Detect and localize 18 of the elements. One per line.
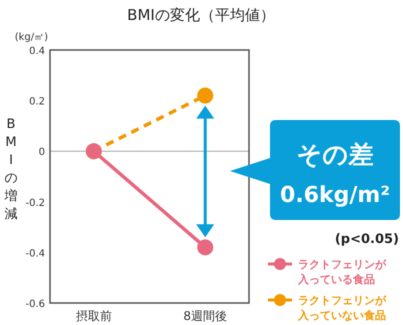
y-tick-label: 0 <box>38 147 45 158</box>
x-tick-label: 摂取前 <box>76 309 112 323</box>
text: その差 <box>296 140 374 169</box>
text: (kg/㎡) <box>14 32 48 43</box>
point <box>197 88 214 104</box>
point <box>197 239 214 256</box>
y-tick-label: -0.4 <box>25 248 45 260</box>
y-tick-label: 0.2 <box>29 96 45 108</box>
y-tick-label: -0.2 <box>25 198 45 209</box>
y-tick-label: -0.6 <box>25 299 45 310</box>
y-axis-title: BMIの増減 <box>4 117 18 222</box>
legend-label: ラクトフェリンが入っていない食品 <box>297 294 387 322</box>
y-tick-label: 0.4 <box>29 46 45 57</box>
x-tick-label: 8週間後 <box>183 309 228 323</box>
text: (p<0.05) <box>334 232 399 247</box>
chart-title: BMIの変化（平均値） <box>127 6 275 24</box>
legend-label: ラクトフェリンが入っている食品 <box>297 258 387 286</box>
text: 0.6kg/m² <box>280 183 390 208</box>
